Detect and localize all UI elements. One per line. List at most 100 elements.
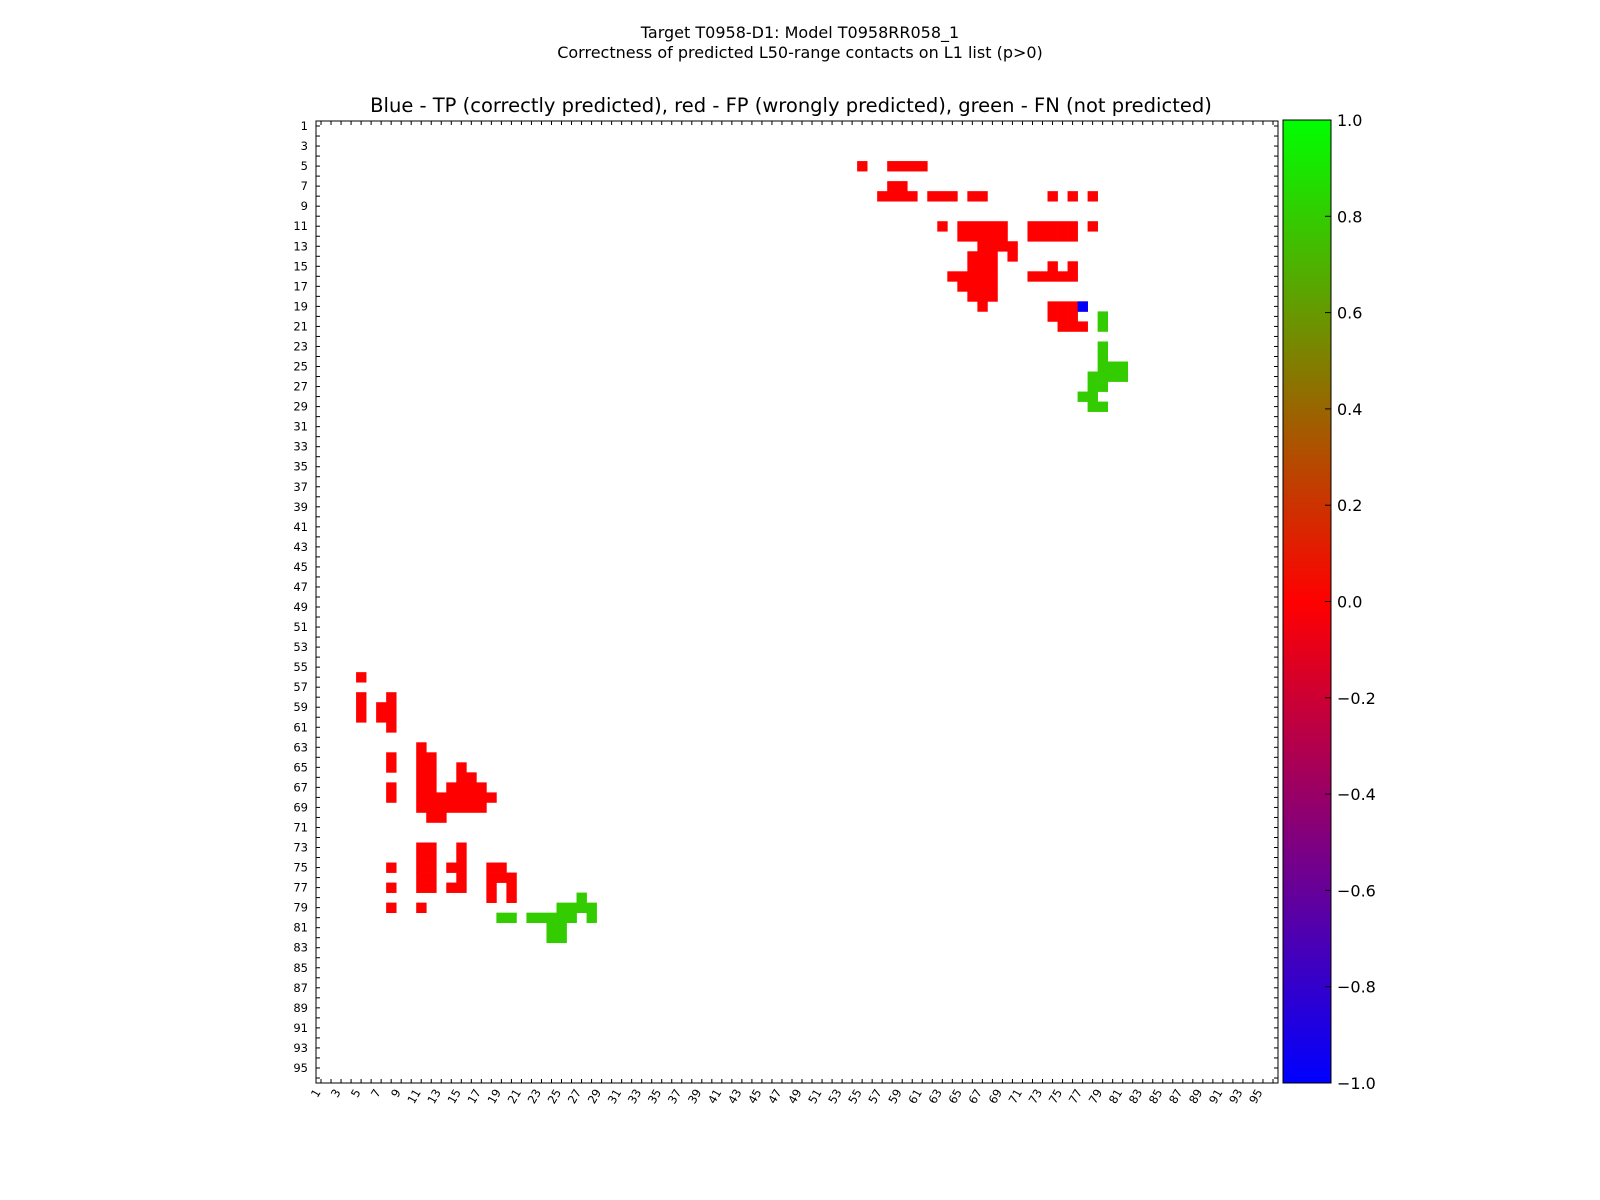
fp-cell	[436, 792, 447, 803]
fp-cell	[927, 191, 938, 202]
fp-cell	[987, 251, 998, 262]
y-tick-label: 29	[293, 400, 308, 414]
fp-cell	[426, 812, 437, 823]
fn-cell	[566, 912, 577, 924]
y-tick-label: 37	[293, 480, 308, 494]
fn-cell	[1097, 321, 1108, 332]
fn-cell	[1097, 401, 1108, 412]
y-tick-label: 13	[293, 239, 308, 253]
fp-cell	[947, 271, 958, 282]
x-tick-label: 61	[905, 1086, 924, 1106]
fp-cell	[1057, 311, 1068, 322]
fn-cell	[1097, 371, 1108, 382]
figure-suptitle-line-1: Target T0958-D1: Model T0958RR058_1	[640, 23, 960, 42]
y-tick-label: 83	[293, 941, 308, 955]
fp-cell	[466, 772, 477, 783]
fn-cell	[1087, 381, 1098, 392]
fp-cell	[416, 792, 427, 803]
y-tick-label: 85	[293, 961, 308, 975]
contact-cells	[356, 161, 1129, 944]
fp-cell	[987, 241, 998, 252]
y-tick-label: 69	[293, 800, 308, 814]
fp-cell	[416, 802, 427, 813]
y-tick-label: 27	[293, 380, 308, 394]
fp-cell	[386, 792, 397, 803]
y-tick-label: 31	[293, 420, 308, 434]
fp-cell	[456, 882, 467, 893]
fp-cell	[1027, 271, 1038, 282]
fn-cell	[1117, 371, 1129, 382]
fp-cell	[1057, 301, 1068, 312]
y-tick-label: 19	[293, 299, 308, 313]
fp-cell	[456, 862, 467, 873]
fp-cell	[376, 702, 387, 713]
y-tick-label: 87	[293, 981, 308, 995]
fp-cell	[1037, 271, 1048, 282]
fn-cell	[1117, 361, 1129, 372]
fp-cell	[496, 872, 507, 883]
x-tick-label: 53	[825, 1086, 844, 1106]
fp-cell	[456, 782, 467, 793]
y-tick-label: 33	[293, 440, 308, 454]
fn-cell	[576, 902, 587, 913]
fp-cell	[1047, 261, 1058, 272]
fp-cell	[887, 181, 898, 192]
fp-cell	[456, 772, 467, 783]
x-tick-label: 79	[1086, 1087, 1105, 1107]
fp-cell	[426, 872, 437, 883]
fp-cell	[997, 241, 1008, 252]
fp-cell	[456, 872, 467, 883]
fp-cell	[386, 902, 397, 913]
fp-cell	[967, 271, 978, 282]
y-tick-label: 7	[301, 179, 308, 193]
fp-cell	[386, 722, 397, 733]
x-tick-label: 41	[705, 1086, 724, 1106]
x-tick-label: 15	[444, 1086, 463, 1106]
fp-cell	[426, 782, 437, 793]
fp-cell	[997, 221, 1008, 232]
fp-cell	[386, 782, 397, 793]
y-tick-label: 81	[293, 921, 308, 935]
colorbar	[1282, 119, 1332, 1084]
fp-cell	[897, 191, 908, 202]
fp-cell	[456, 762, 467, 773]
colorbar-tick-label: −0.8	[1337, 978, 1376, 997]
x-tick-label: 69	[986, 1087, 1005, 1107]
fn-cell	[1087, 401, 1098, 412]
x-tick-label: 35	[645, 1087, 664, 1107]
fp-cell	[1047, 311, 1058, 322]
x-tick-label: 77	[1066, 1086, 1085, 1106]
fp-cell	[967, 221, 978, 232]
fp-cell	[426, 762, 437, 773]
x-tick-label: 9	[388, 1087, 404, 1100]
x-tick-label: 63	[925, 1086, 944, 1106]
fp-cell	[977, 281, 988, 292]
fp-cell	[987, 231, 998, 242]
colorbar-tick-label: −0.6	[1337, 881, 1376, 900]
fp-cell	[446, 882, 457, 893]
fn-cell	[1097, 361, 1108, 372]
fp-cell	[476, 802, 487, 813]
fp-cell	[947, 191, 958, 202]
fp-cell	[957, 281, 968, 292]
fp-cell	[977, 301, 988, 312]
fp-cell	[446, 802, 457, 813]
fp-cell	[987, 271, 998, 282]
fp-cell	[977, 261, 988, 272]
fp-cell	[416, 842, 427, 853]
fp-cell	[386, 862, 397, 873]
fp-cell	[456, 852, 467, 863]
x-tick-label: 7	[368, 1087, 384, 1100]
fn-cell	[556, 912, 567, 924]
x-tick-labels: 1 3 5 7 9 11 13 15 17 19 21 23 25 27 29 31 33 35 37 39 41 43 4…	[308, 1086, 1266, 1106]
x-tick-label: 89	[1186, 1086, 1205, 1106]
figure-suptitle-line-2: Correctness of predicted L50-range conta…	[557, 43, 1043, 62]
fp-cell	[356, 712, 367, 723]
fp-cell	[1007, 251, 1018, 262]
x-tick-label: 81	[1106, 1087, 1125, 1107]
y-tick-label: 3	[301, 139, 308, 153]
fp-cell	[1047, 221, 1058, 232]
fn-cell	[546, 932, 557, 944]
y-tick-label: 73	[293, 841, 308, 855]
fp-cell	[356, 672, 367, 683]
